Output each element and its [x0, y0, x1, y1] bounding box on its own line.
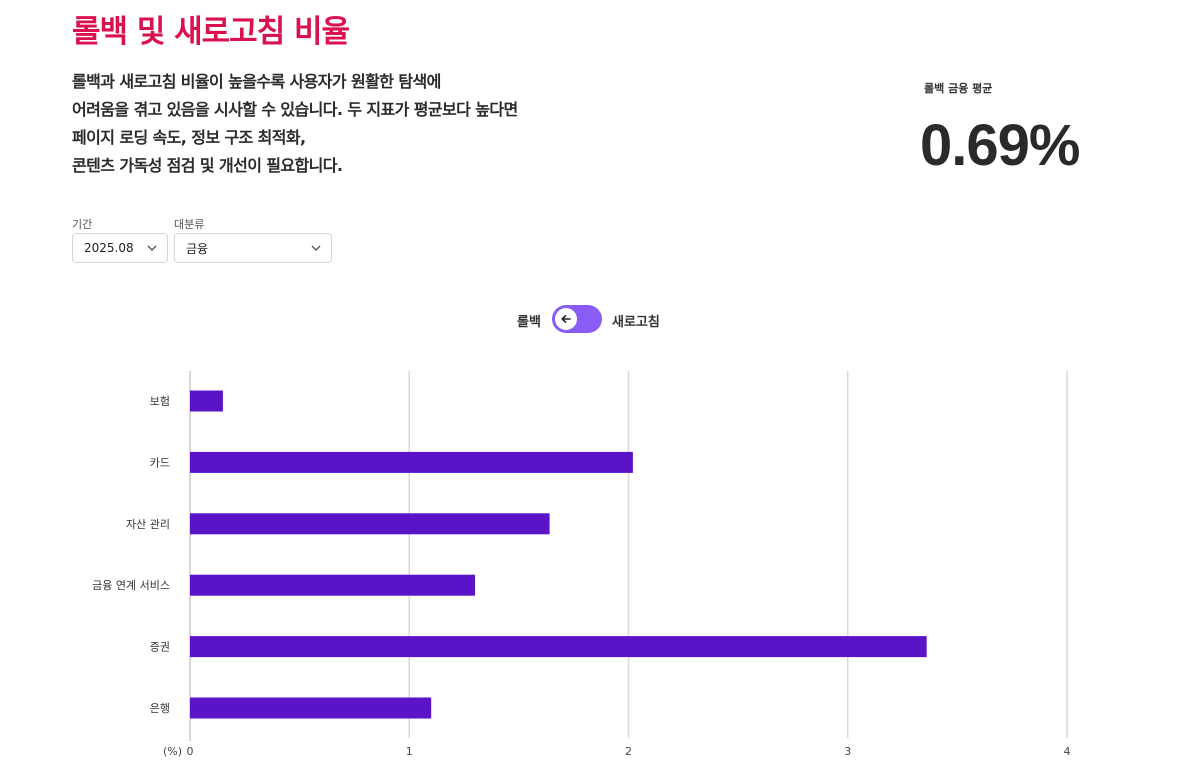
bar [190, 636, 927, 658]
bar [190, 697, 432, 719]
metric-toggle-group: 롤백 새로고침 [0, 305, 1200, 333]
metric-toggle[interactable] [552, 305, 602, 333]
stat-label: 롤백 금융 평균 [924, 82, 993, 95]
period-select-value: 2025.08 [84, 241, 134, 255]
x-tick-label: 4 [1064, 745, 1071, 758]
toggle-left-label[interactable]: 롤백 [517, 315, 541, 330]
bar [190, 574, 476, 596]
description-line: 페이지 로딩 속도, 정보 구조 최적화, [72, 128, 306, 147]
toggle-right-label[interactable]: 새로고침 [612, 315, 660, 330]
description-line: 롤백과 새로고침 비율이 높을수록 사용자가 원활한 탐색에 [72, 72, 441, 91]
bar [190, 513, 550, 535]
period-label: 기간 [72, 218, 93, 231]
category-label: 대분류 [174, 218, 205, 231]
toggle-knob[interactable] [555, 308, 577, 330]
description-line: 어려움을 겪고 있음을 시사할 수 있습니다. 두 지표가 평균보다 높다면 [72, 100, 518, 119]
category-label: 카드 [150, 456, 170, 469]
category-select[interactable]: 금융 [174, 233, 332, 263]
category-label: 증권 [150, 641, 170, 654]
bar [190, 451, 633, 473]
category-label: 금융 연계 서비스 [92, 579, 170, 592]
x-tick-label: 3 [844, 745, 851, 758]
x-tick-label: 0 [187, 745, 194, 758]
description: 롤백과 새로고침 비율이 높을수록 사용자가 원활한 탐색에 어려움을 겪고 있… [72, 68, 592, 180]
chevron-down-icon [311, 245, 321, 251]
x-unit-label: (%) [163, 745, 182, 758]
x-tick-label: 2 [625, 745, 632, 758]
category-label: 보험 [150, 395, 170, 408]
x-tick-label: 1 [406, 745, 413, 758]
page-title: 롤백 및 새로고침 비율 [72, 14, 350, 50]
category-label: 자산 관리 [126, 518, 170, 531]
description-line: 콘텐츠 가독성 점검 및 개선이 필요합니다. [72, 156, 343, 175]
arrow-left-icon [561, 315, 571, 323]
bar [190, 390, 223, 412]
stat-value: 0.69% [920, 113, 1080, 178]
chevron-down-icon [147, 245, 157, 251]
category-select-value: 금융 [186, 241, 209, 256]
category-label: 은행 [150, 702, 170, 715]
period-select[interactable]: 2025.08 [72, 233, 168, 263]
